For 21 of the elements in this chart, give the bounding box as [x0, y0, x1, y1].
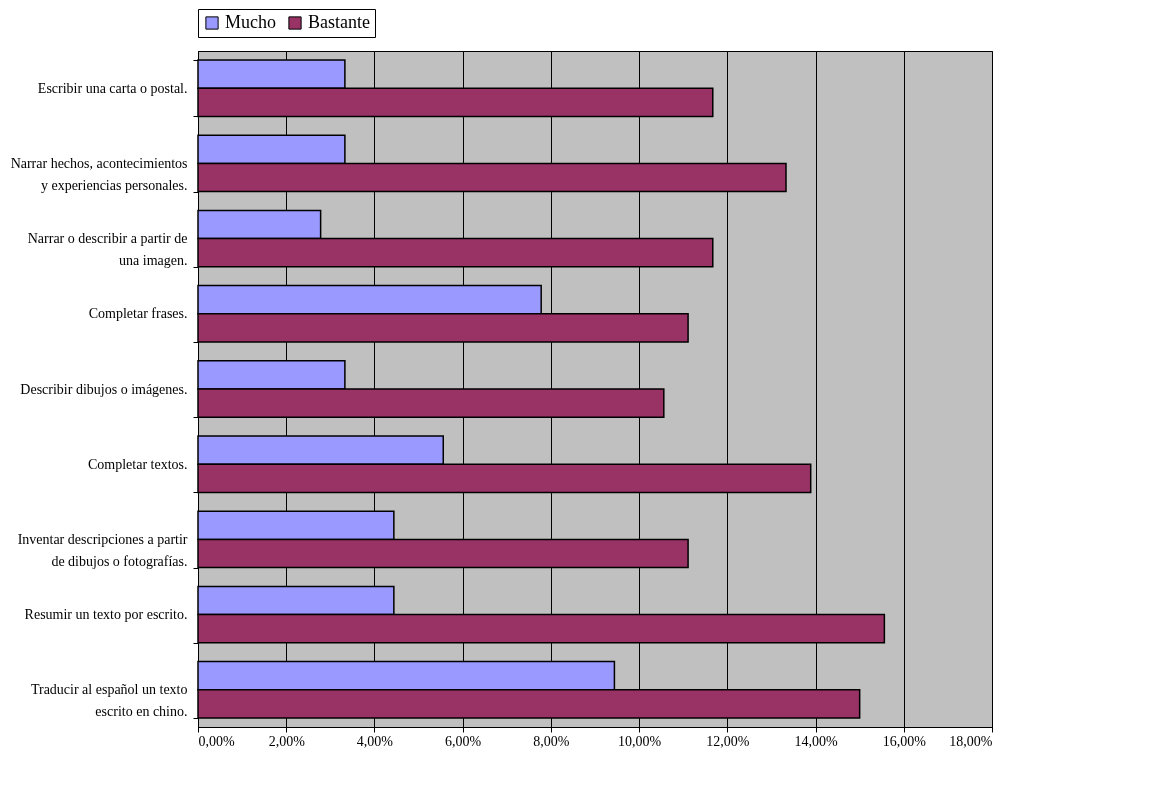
y-tick-label: Inventar descripciones a partir de dibujos o fotografías. [17, 531, 188, 569]
x-tick-label: 14,00% [794, 733, 838, 749]
y-tick-label: Resumir un texto por escrito. [24, 607, 188, 623]
x-tick-label: 0,00% [198, 733, 235, 749]
legend-label: Mucho [225, 12, 276, 32]
y-tick-label: Completar textos. [87, 456, 188, 472]
x-tick-label: 6,00% [445, 733, 482, 749]
x-tick-label: 12,00% [706, 733, 750, 749]
x-tick-label: 8,00% [533, 733, 570, 749]
y-tick-label: Describir dibujos o imágenes. [20, 381, 188, 397]
y-tick-label: Traducir al español un texto escrito en chino. [30, 682, 188, 720]
x-tick-label: 16,00% [882, 733, 927, 749]
legend-label: Bastante [308, 12, 370, 32]
x-tick-label: 2,00% [268, 733, 306, 749]
y-tick-label: Completar frases. [88, 306, 188, 322]
x-tick-label: 4,00% [356, 733, 394, 749]
y-tick-label: Escribir una carta o postal. [37, 80, 188, 96]
x-tick-label: 10,00% [618, 733, 662, 749]
y-tick-label: Narrar o describir a partir de una imagen. [27, 231, 188, 269]
x-tick-label: 18,00% [949, 733, 993, 749]
y-tick-label: Narrar hechos, acontecimientos y experiencias personales. [10, 155, 188, 193]
